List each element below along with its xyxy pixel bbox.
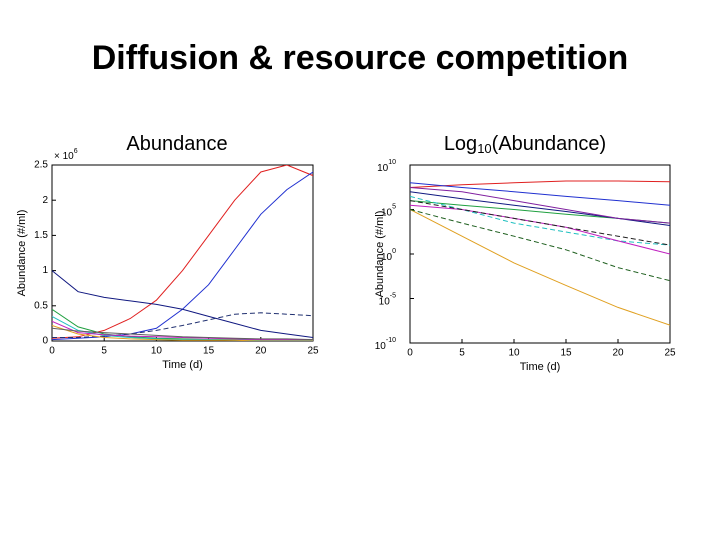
series-line xyxy=(52,327,313,341)
y-tick-label: 2.5 xyxy=(34,160,48,171)
y-offset-exponent: 6 xyxy=(74,148,78,155)
plot-frame xyxy=(51,164,314,342)
y-axis-label: Abundance (#/ml) xyxy=(374,211,386,298)
y-axis-label: Abundance (#/ml) xyxy=(16,210,28,297)
x-tick-label: 25 xyxy=(664,348,676,359)
x-tick-label: 15 xyxy=(560,348,572,359)
series-line xyxy=(410,209,670,326)
x-tick-label: 20 xyxy=(612,348,624,359)
y-tick-label: 1 xyxy=(42,265,48,276)
x-tick-label: 5 xyxy=(459,348,465,359)
y-tick-label: 0.5 xyxy=(34,300,48,311)
chart-title: Abundance xyxy=(126,133,227,155)
y-tick-label: 0 xyxy=(42,336,48,347)
series-line xyxy=(410,200,670,246)
series-line xyxy=(52,320,313,341)
x-tick-label: 25 xyxy=(307,346,319,357)
y-tick-label: 100 xyxy=(381,248,396,263)
y-tick-label: 2 xyxy=(42,195,48,206)
series-line xyxy=(410,180,670,188)
y-tick-exponent: 0 xyxy=(392,248,396,255)
y-tick-base: 10 xyxy=(381,252,393,263)
x-tick-label: 15 xyxy=(203,346,215,357)
y-tick-label: 10-5 xyxy=(379,292,396,307)
series-line xyxy=(410,209,670,282)
y-tick-label: 1010 xyxy=(377,159,396,174)
x-tick-label: 0 xyxy=(407,348,413,359)
x-tick-label: 5 xyxy=(101,346,107,357)
y-tick-exponent: 10 xyxy=(388,159,396,166)
series-line xyxy=(410,182,670,206)
y-tick-label: 1.5 xyxy=(34,230,48,241)
slide-title: Diffusion & resource competition xyxy=(92,39,629,77)
chart-title-subscript: 10 xyxy=(477,141,491,156)
x-tick-label: 10 xyxy=(508,348,520,359)
x-axis-label: Time (d) xyxy=(520,361,561,373)
y-tick-exponent: 5 xyxy=(392,203,396,210)
chart-title: Log10(Abundance) xyxy=(444,133,606,156)
y-tick-base: 10 xyxy=(379,296,391,307)
x-axis-label: Time (d) xyxy=(162,359,203,371)
y-tick-exponent: -10 xyxy=(386,337,396,344)
series-line xyxy=(410,187,670,224)
y-tick-base: 10 xyxy=(375,341,387,352)
series-line xyxy=(52,325,313,341)
chart-title-text: Log xyxy=(444,133,477,155)
chart-title-text: Abundance xyxy=(126,133,227,155)
y-offset: × 106 xyxy=(54,148,78,162)
y-tick-label: 10-10 xyxy=(375,337,396,352)
y-offset-base: × 10 xyxy=(54,151,74,162)
y-tick-base: 10 xyxy=(381,207,393,218)
chart-title-suffix: (Abundance) xyxy=(492,133,607,155)
x-tick-label: 0 xyxy=(49,346,55,357)
y-tick-exponent: -5 xyxy=(390,292,396,299)
series-line xyxy=(410,195,670,246)
x-tick-label: 20 xyxy=(255,346,267,357)
y-tick-base: 10 xyxy=(377,163,389,174)
x-tick-label: 10 xyxy=(151,346,163,357)
y-tick-label: 105 xyxy=(381,203,396,218)
series-line xyxy=(52,270,313,338)
